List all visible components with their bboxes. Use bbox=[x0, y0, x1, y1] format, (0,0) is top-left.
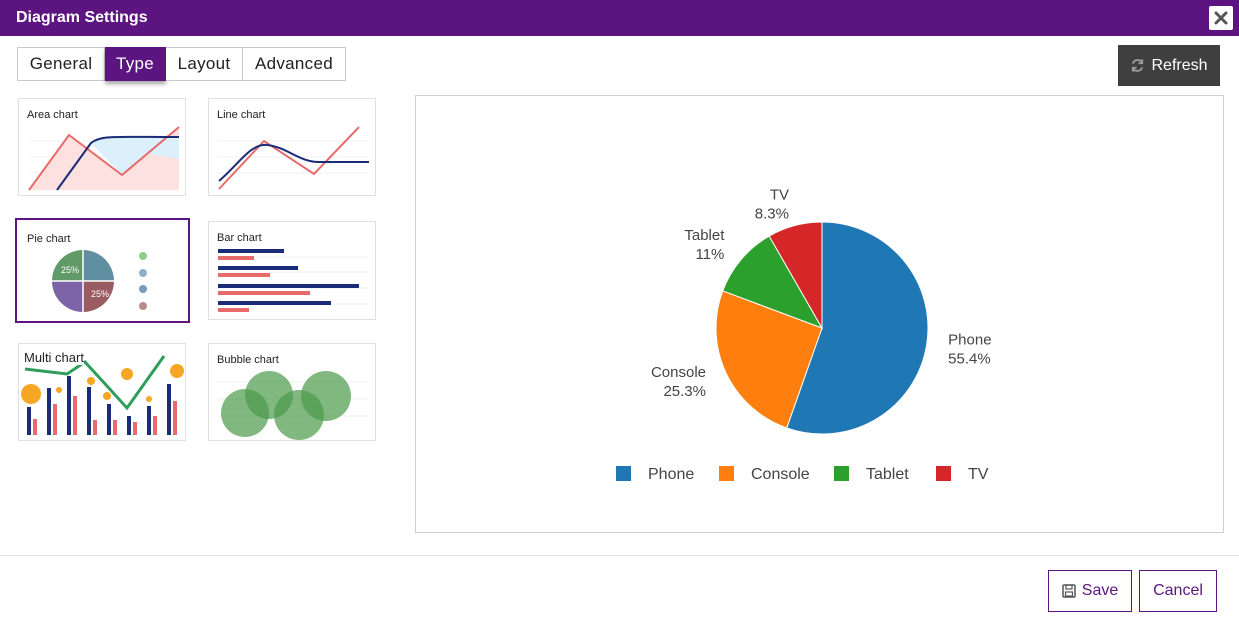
tab-general[interactable]: General bbox=[17, 47, 105, 81]
chart-type-label: Bar chart bbox=[217, 232, 262, 244]
pie-chart-thumbnail: 25% 25% bbox=[52, 250, 147, 312]
slice-label: Tablet bbox=[684, 227, 725, 244]
chart-type-line[interactable]: Line chart bbox=[208, 98, 376, 196]
legend-item-tablet[interactable]: Tablet bbox=[834, 466, 909, 483]
chart-type-label: Line chart bbox=[217, 109, 266, 121]
save-button[interactable]: Save bbox=[1048, 570, 1132, 612]
legend-swatch bbox=[834, 466, 849, 481]
legend-label: Tablet bbox=[866, 466, 909, 483]
slice-value-label: 8.3% bbox=[755, 205, 789, 222]
legend-item-phone[interactable]: Phone bbox=[616, 466, 694, 483]
legend-label: Phone bbox=[648, 466, 694, 483]
multi-chart-thumbnail bbox=[21, 355, 184, 435]
chart-type-multi[interactable]: Multi chart bbox=[18, 343, 186, 441]
tab-advanced[interactable]: Advanced bbox=[243, 47, 346, 81]
pie-badge: 25% bbox=[91, 289, 109, 299]
slice-label: Console bbox=[651, 364, 706, 381]
refresh-label: Refresh bbox=[1151, 56, 1208, 74]
chart-type-bubble[interactable]: Bubble chart bbox=[208, 343, 376, 441]
bar-chart-thumbnail bbox=[217, 249, 369, 312]
chart-type-label: Bubble chart bbox=[217, 354, 279, 366]
close-icon bbox=[1214, 11, 1228, 25]
pie-badge: 25% bbox=[61, 265, 79, 275]
legend-swatch bbox=[616, 466, 631, 481]
bubble-chart-thumbnail bbox=[217, 371, 369, 440]
chart-preview: Phone 55.4% Console 25.3% Tablet 11% TV 8.3% Pho… bbox=[415, 95, 1224, 533]
tab-type[interactable]: Type bbox=[105, 47, 166, 81]
pie-slice-console[interactable] bbox=[715, 290, 823, 429]
refresh-button[interactable]: Refresh bbox=[1118, 45, 1220, 86]
area-chart-thumbnail bbox=[28, 126, 180, 191]
tab-layout[interactable]: Layout bbox=[166, 47, 243, 81]
legend-item-console[interactable]: Console bbox=[719, 466, 810, 483]
save-icon bbox=[1062, 584, 1076, 598]
legend-swatch bbox=[719, 466, 734, 481]
chart-type-label: Area chart bbox=[27, 109, 78, 121]
slice-label: Phone bbox=[948, 332, 991, 349]
slice-value-label: 55.4% bbox=[948, 351, 991, 368]
close-button[interactable] bbox=[1209, 6, 1233, 30]
legend-label: Console bbox=[751, 466, 810, 483]
pie-slice-tv[interactable] bbox=[768, 221, 823, 330]
settings-tabs: General Type Layout Advanced bbox=[17, 47, 346, 81]
slice-label: TV bbox=[770, 186, 789, 203]
chart-type-label: Pie chart bbox=[27, 233, 71, 245]
cancel-button[interactable]: Cancel bbox=[1139, 570, 1217, 612]
chart-type-label: Multi chart bbox=[24, 350, 84, 365]
line-chart-thumbnail bbox=[217, 126, 369, 190]
legend-label: TV bbox=[968, 466, 989, 483]
footer-divider bbox=[0, 555, 1239, 556]
dialog-titlebar: Diagram Settings bbox=[0, 0, 1239, 36]
chart-type-area[interactable]: Area chart bbox=[18, 98, 186, 196]
legend-item-tv[interactable]: TV bbox=[936, 466, 989, 483]
slice-value-label: 25.3% bbox=[663, 383, 706, 400]
slice-value-label: 11% bbox=[695, 246, 724, 263]
legend-swatch bbox=[936, 466, 951, 481]
pie-chart: Phone 55.4% Console 25.3% Tablet 11% TV 8.3% Pho… bbox=[616, 186, 992, 483]
pie-slice-tablet[interactable] bbox=[722, 235, 824, 329]
chart-type-bar[interactable]: Bar chart bbox=[208, 221, 376, 320]
save-label: Save bbox=[1081, 582, 1119, 599]
chart-type-pie[interactable]: 25% 25% Pie chart bbox=[15, 218, 190, 323]
refresh-icon bbox=[1130, 58, 1145, 73]
dialog-title: Diagram Settings bbox=[16, 9, 148, 26]
